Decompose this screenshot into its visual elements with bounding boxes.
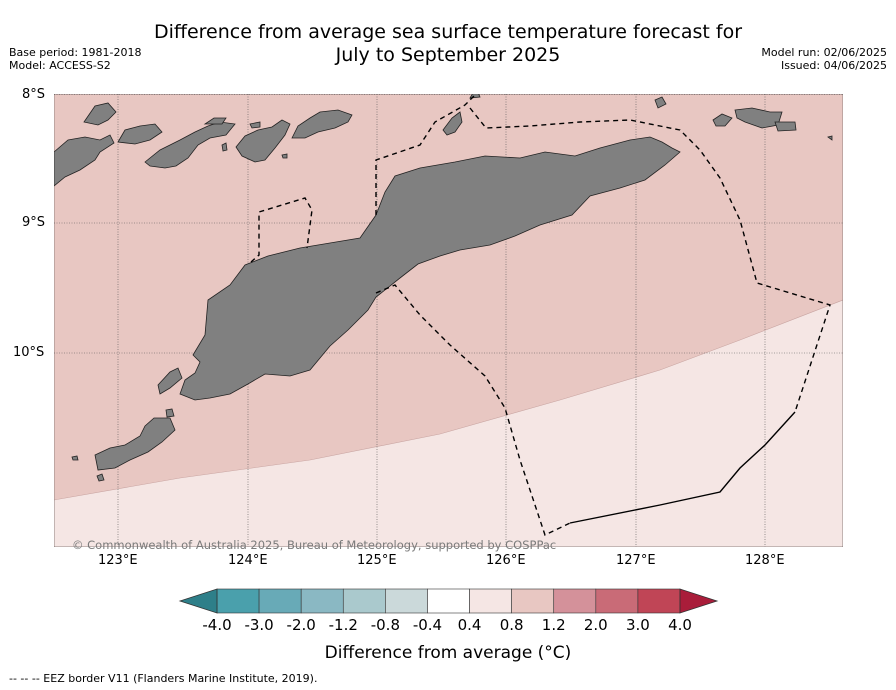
alor-islands [54,134,115,187]
colorbar-cell [300,588,344,614]
sawu-island [94,417,176,471]
colorbar-tick-label: -0.8 [370,616,400,634]
copyright-text: © Commonwealth of Australia 2025, Bureau… [72,538,557,552]
colorbar-title: Difference from average (°C) [324,643,572,663]
colorbar-tick-label: 4.0 [668,616,692,634]
lon-label-128e: 128°E [745,553,785,568]
map-area [54,94,843,547]
eez-border [250,94,831,536]
colorbar-cell [553,588,597,614]
colorbar-tick-label: 2.0 [583,616,608,634]
colorbar-tick-label: -0.4 [412,616,443,634]
lon-label-123e: 123°E [98,553,138,568]
landmass [54,94,833,482]
eez-border-solid [569,411,796,524]
colorbar-tick-label: 3.0 [625,616,650,634]
colorbar-arrow-high [679,588,719,614]
colorbar-cell [469,588,512,614]
colorbar-arrow-low [178,588,218,614]
lon-label-126e: 126°E [486,553,526,568]
meta-right: Model run: 02/06/2025 Issued: 04/06/2025 [761,46,887,72]
colorbar-cell [258,588,302,614]
colorbar-cell [427,588,470,614]
colorbar-tick-label: -2.0 [286,616,316,634]
eez-legend-note: -- -- -- EEZ border V11 (Flanders Marine… [9,672,318,685]
colorbar-cell [637,588,681,614]
colorbar-cell [385,588,428,614]
chart-title-line2: July to September 2025 [335,44,561,66]
meta-left: Base period: 1981-2018 Model: ACCESS-S2 [9,46,141,72]
lat-label-9s: 9°S [22,215,46,230]
timor-island [179,136,681,401]
colorbar-tick-label: -4.0 [202,616,232,634]
lon-label-127e: 127°E [616,553,656,568]
colorbar-tick-label: -3.0 [244,616,274,634]
model-run: Model run: 02/06/2025 [761,46,887,59]
colorbar-cell [595,588,639,614]
base-period: Base period: 1981-2018 [9,46,142,59]
colorbar-tick-label: 0.4 [457,616,482,634]
colorbar-cell [342,588,386,614]
lon-label-125e: 125°E [357,553,397,568]
chart-title-line1: Difference from average sea surface temp… [153,21,743,43]
issued-date: Issued: 04/06/2025 [780,59,887,72]
lon-label-124e: 124°E [228,553,268,568]
colorbar-cell [216,588,260,614]
colorbar [178,588,719,614]
colorbar-tick-label: 0.8 [499,616,524,634]
colorbar-tick-label: -1.2 [328,616,358,634]
rote-island [157,367,183,395]
atauro-island [442,111,463,136]
model-name: Model: ACCESS-S2 [9,59,111,72]
lat-label-8s: 8°S [22,87,46,102]
colorbar-cell [511,588,555,614]
anomaly-region-low [54,299,843,547]
lat-label-10s: 10°S [13,345,45,360]
colorbar-tick-label: 1.2 [541,616,566,634]
